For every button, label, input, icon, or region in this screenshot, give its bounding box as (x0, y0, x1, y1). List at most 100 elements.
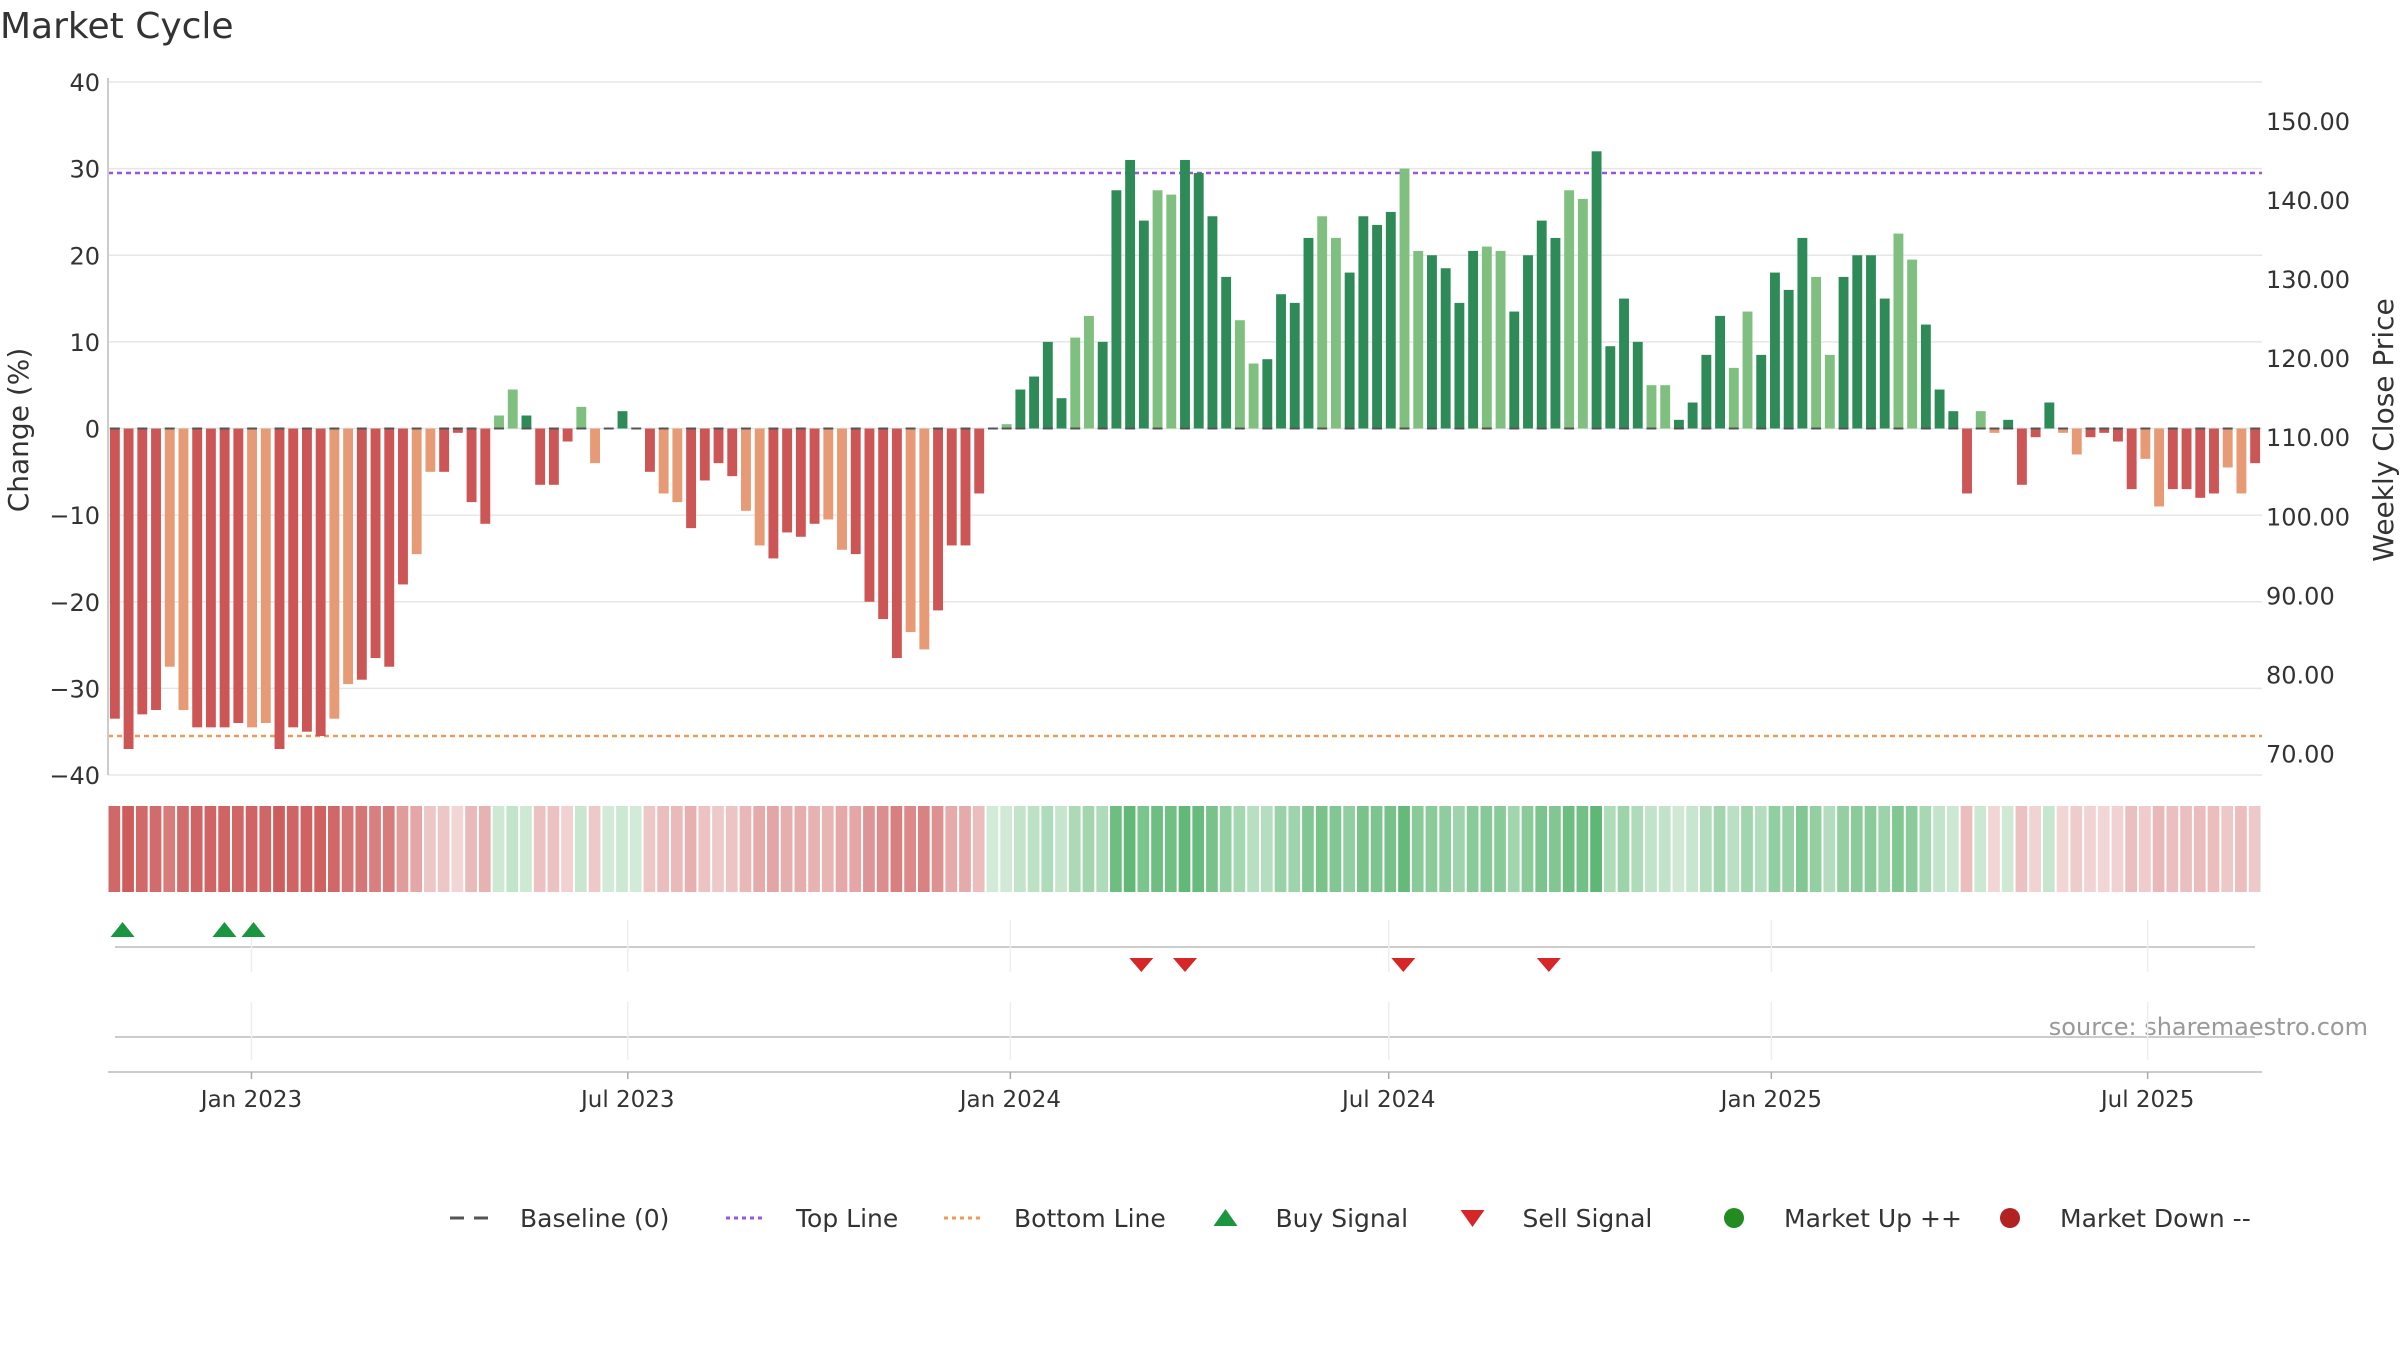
bar (1838, 276, 1849, 429)
heat-cell (725, 806, 738, 892)
heat-cell (1260, 806, 1273, 892)
heat-cell (1837, 806, 1849, 892)
heat-cell (314, 806, 327, 892)
bar (754, 428, 765, 546)
y-tick-label: 20 (69, 242, 100, 270)
bar (1372, 224, 1383, 429)
bar (260, 428, 271, 724)
bar (2140, 428, 2151, 459)
bar (343, 428, 354, 685)
y-tick-label: 0 (85, 416, 100, 444)
heat-cell (2180, 806, 2192, 892)
heat-cell (149, 806, 162, 892)
bar (137, 428, 148, 715)
heat-cell (190, 806, 203, 892)
bar (425, 428, 436, 472)
heat-cell (1507, 806, 1520, 892)
legend-item-down: Market Down -- (2000, 1204, 2251, 1233)
heat-cell (1988, 806, 2000, 892)
bar (1934, 389, 1945, 429)
legend-item-buy: Buy Signal (1213, 1204, 1408, 1233)
y-right-tick-label: 90.00 (2266, 582, 2335, 610)
heat-cell (588, 806, 601, 892)
heat-cell (163, 806, 176, 892)
heat-cell (204, 806, 217, 892)
heat-cell (1192, 806, 1205, 892)
heat-cell (616, 806, 628, 892)
bar (2250, 428, 2261, 464)
heat-cell (1219, 806, 1232, 892)
heat-cell (561, 806, 573, 892)
heat-cell (684, 806, 697, 892)
y-right-tick-label: 120.00 (2266, 345, 2350, 373)
heat-cell (712, 806, 724, 892)
heat-cell (1274, 806, 1287, 892)
bar (1234, 320, 1245, 429)
heat-cell (1315, 806, 1328, 892)
heat-cell (1439, 806, 1452, 892)
bar (411, 428, 422, 555)
buy-signal-marker (110, 922, 135, 937)
bar (1523, 255, 1533, 429)
heat-cell (533, 806, 546, 892)
bar (864, 428, 875, 602)
heat-cell (1082, 806, 1095, 892)
bar (1866, 255, 1876, 429)
bar (2099, 428, 2110, 433)
bar (2085, 428, 2096, 438)
heat-cell (369, 806, 381, 892)
heat-cell (1809, 806, 1822, 892)
bar (398, 428, 408, 585)
y-tick-labels: 40 30 20 10 0 −10 −20 −30 −40 (49, 69, 100, 790)
bar (590, 428, 600, 464)
heat-cell (1672, 806, 1685, 892)
y-right-tick-labels: 150.00 140.00 130.00 120.00 110.00 100.00 90.0… (2266, 108, 2350, 769)
bar (439, 428, 450, 472)
x-tick-label: Jul 2024 (1340, 1087, 1436, 1113)
heat-cell (1850, 806, 1863, 892)
sell-signal-marker (1391, 958, 1416, 972)
legend-item-bottom: Bottom Line (944, 1204, 1166, 1233)
heat-cell (780, 806, 793, 892)
heat-cell (917, 806, 930, 892)
heat-cell (547, 806, 560, 892)
bar (1084, 315, 1094, 429)
bar (151, 428, 161, 711)
heat-cell (1878, 806, 1891, 892)
bar (2167, 428, 2178, 490)
heat-cell (1549, 806, 1561, 892)
heat-cell (396, 806, 409, 892)
bar (1097, 341, 1108, 429)
bar (1138, 220, 1149, 429)
bar (548, 428, 559, 485)
heat-cell (1535, 806, 1548, 892)
signals-panel (110, 920, 2255, 1060)
heat-cell (1645, 806, 1657, 892)
heat-cell (1590, 806, 1602, 892)
bar (1289, 302, 1300, 429)
bar (1344, 272, 1355, 429)
x-tick-labels: Jan 2023 Jul 2023 Jan 2024 Jul 2024 Jan 2025… (199, 1072, 2194, 1113)
bar (960, 428, 971, 546)
bar (1770, 272, 1780, 429)
x-tick-label: Jan 2023 (199, 1087, 302, 1113)
heat-cell (657, 806, 670, 892)
y-tick-label: 40 (69, 69, 100, 97)
bar (1180, 159, 1190, 429)
heat-cell (876, 806, 889, 892)
legend-label: Bottom Line (1014, 1204, 1166, 1233)
chart-title: Market Cycle (0, 6, 234, 47)
heat-strip (108, 806, 2261, 892)
bar (741, 428, 751, 511)
sell-signal-marker (1173, 958, 1197, 972)
bar (1893, 233, 1904, 429)
heat-cell (1617, 806, 1630, 892)
bar (1756, 354, 1767, 429)
bar (878, 428, 889, 620)
heat-cell (2221, 806, 2234, 892)
bar (1276, 294, 1286, 429)
heat-cell (739, 806, 752, 892)
heat-cell (574, 806, 587, 892)
heat-cell (2084, 806, 2096, 892)
